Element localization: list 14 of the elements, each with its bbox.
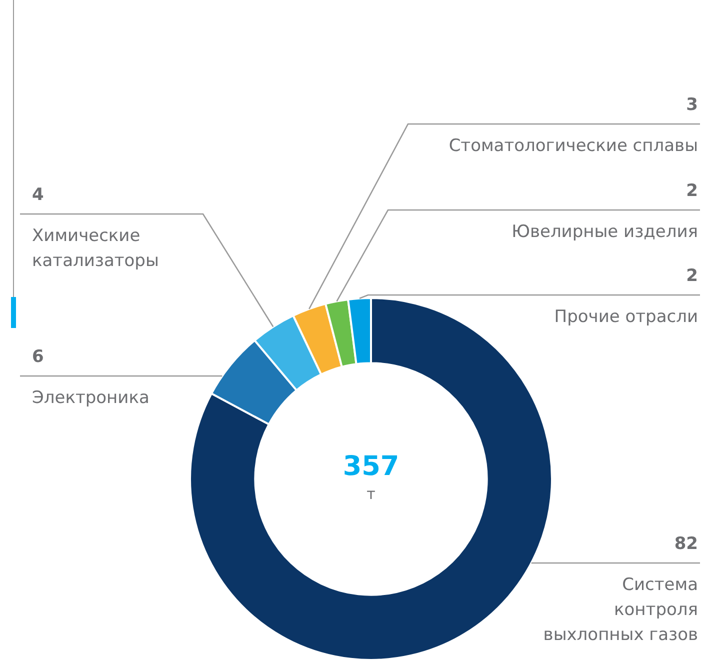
- text: 357: [342, 451, 400, 482]
- data-label: 2: [686, 181, 698, 201]
- slice-label: Прочие отрасли: [554, 307, 698, 327]
- data-label: 4: [32, 185, 44, 205]
- slice-label: Система контроля выхлопных газов: [543, 575, 698, 645]
- slice-label: Электроника: [32, 388, 150, 408]
- slice-label: Ювелирные изделия: [512, 222, 698, 242]
- data-label: 3: [686, 95, 698, 115]
- data-label: 2: [686, 266, 698, 286]
- slice-label: Стоматологические сплавы: [448, 136, 698, 156]
- slice-label: Химические катализаторы: [32, 226, 159, 271]
- data-label: 6: [32, 347, 44, 367]
- data-label: 82: [674, 534, 698, 554]
- text: т: [366, 485, 376, 503]
